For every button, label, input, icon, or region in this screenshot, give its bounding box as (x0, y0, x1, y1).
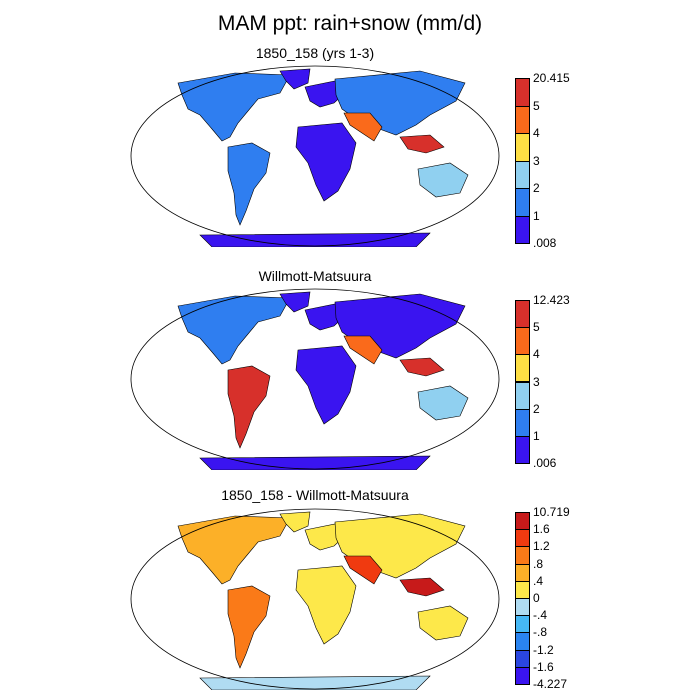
colorbar-segment (515, 615, 530, 634)
panel-title-model: 1850_158 (yrs 1-3) (255, 45, 375, 61)
colorbar-label: -1.2 (533, 642, 554, 657)
landmass-australia (417, 162, 469, 198)
landmass-maritime-continent (399, 134, 445, 154)
colorbar-label: 1.6 (533, 522, 550, 537)
colorbar-segment (515, 300, 530, 329)
landmass-antarctica (199, 455, 431, 470)
colorbar-label: 3 (533, 153, 540, 168)
landmass-north-america (177, 72, 291, 142)
colorbar-segment (515, 105, 530, 134)
colorbar-segment (515, 188, 530, 217)
colorbar-label: 5 (533, 98, 540, 113)
landmass-greenland (279, 68, 311, 90)
landmass-africa (295, 122, 357, 202)
colorbar-segment (515, 327, 530, 356)
landmass-greenland (279, 291, 311, 313)
colorbar-model (515, 78, 530, 244)
colorbar-label: 1.2 (533, 539, 550, 554)
colorbar-label: 12.423 (533, 293, 570, 307)
landmass-layer (177, 68, 469, 247)
map-panel-model (130, 65, 500, 247)
figure-title: MAM ppt: rain+snow (mm/d) (217, 12, 483, 35)
landmass-north-america (177, 295, 291, 365)
colorbar-segment (515, 435, 530, 464)
colorbar-segment (515, 632, 530, 651)
panel-title-difference: 1850_158 - Willmott-Matsuura (221, 487, 409, 503)
landmass-antarctica (199, 675, 431, 690)
colorbar-label: 4 (533, 126, 540, 140)
map-panel-observations (130, 288, 500, 470)
landmass-australia (417, 385, 469, 421)
colorbar-segment (515, 563, 530, 582)
landmass-south-america (227, 585, 271, 669)
landmass-greenland (279, 511, 311, 533)
colorbar-segment (515, 160, 530, 189)
colorbar-segment (515, 512, 530, 531)
globe-outline (130, 288, 500, 470)
map-panel-difference (130, 508, 500, 690)
landmass-south-america (227, 142, 271, 226)
colorbar-difference (515, 512, 530, 685)
landmass-north-america (177, 515, 291, 585)
colorbar-segment (515, 598, 530, 617)
colorbar-label: 3 (533, 374, 540, 389)
colorbar-segment (515, 580, 530, 599)
colorbar-segment (515, 133, 530, 162)
landmass-africa (295, 565, 357, 645)
landmass-india-arabia (343, 555, 383, 585)
colorbar-label: .8 (533, 556, 544, 571)
colorbar-segment (515, 354, 530, 383)
colorbar-segment (515, 215, 530, 244)
colorbar-segment (515, 78, 530, 107)
colorbar-observations (515, 300, 530, 464)
colorbar-label: 20.415 (533, 71, 570, 85)
panel-title-observations: Willmott-Matsuura (258, 268, 372, 284)
colorbar-segment (515, 666, 530, 685)
colorbar-segment (515, 649, 530, 668)
landmass-india-arabia (343, 112, 383, 142)
colorbar-label: 1 (533, 208, 540, 223)
landmass-africa (295, 345, 357, 425)
colorbar-label: -1.6 (533, 659, 554, 674)
colorbar-label: 2 (533, 181, 540, 195)
colorbar-label: .4 (533, 573, 544, 588)
colorbar-label: -.4 (533, 608, 548, 623)
landmass-south-america (227, 365, 271, 449)
colorbar-label: 4 (533, 347, 540, 362)
landmass-antarctica (199, 232, 431, 247)
landmass-maritime-continent (399, 577, 445, 597)
colorbar-label: 5 (533, 320, 540, 335)
landmass-layer (177, 291, 469, 470)
colorbar-segment (515, 408, 530, 437)
landmass-maritime-continent (399, 357, 445, 377)
globe-outline (130, 508, 500, 690)
colorbar-label: 2 (533, 401, 540, 416)
colorbar-segment (515, 529, 530, 548)
colorbar-segment (515, 546, 530, 565)
globe-outline (130, 65, 500, 247)
colorbar-label: 0 (533, 591, 540, 605)
colorbar-label: .006 (533, 456, 557, 470)
colorbar-label: -4.227 (533, 677, 568, 691)
landmass-india-arabia (343, 335, 383, 365)
colorbar-label: 10.719 (533, 505, 570, 519)
colorbar-label: .008 (533, 236, 557, 250)
colorbar-label: -.8 (533, 625, 548, 640)
colorbar-segment (515, 381, 530, 410)
landmass-layer (177, 511, 469, 690)
colorbar-label: 1 (533, 428, 540, 443)
landmass-australia (417, 605, 469, 641)
